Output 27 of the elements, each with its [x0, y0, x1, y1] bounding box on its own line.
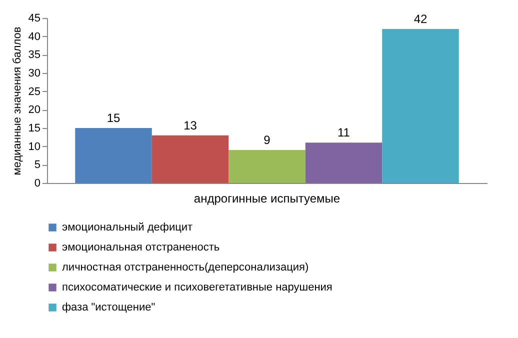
data-label: 15: [106, 111, 121, 125]
y-tick-label: 0: [34, 178, 40, 190]
data-label: 9: [264, 133, 271, 147]
y-tick-label: 25: [28, 86, 40, 98]
y-tick-label: 5: [34, 159, 40, 172]
y-tick-label: 20: [28, 104, 40, 116]
data-label: 13: [184, 118, 198, 132]
legend-label: эмоциональная отстраненость: [62, 242, 220, 254]
bar: [382, 29, 459, 183]
y-tick-label: 10: [28, 140, 40, 153]
legend-label: фаза "истощение": [62, 302, 156, 314]
y-tick-label: 40: [28, 30, 40, 43]
bar: [152, 135, 229, 183]
bar: [305, 142, 382, 183]
legend-label: психосоматические и психовегетативные нарушения: [62, 282, 332, 294]
bar: [75, 128, 152, 183]
legend-label: эмоциональный дефицит: [62, 222, 193, 234]
legend-label: личностная отстраненность(деперсонализация): [62, 262, 309, 274]
bar: [228, 150, 306, 183]
y-tick-label: 30: [28, 68, 40, 80]
data-label: 42: [414, 12, 428, 26]
y-axis-title: медианные значения баллов: [11, 26, 24, 176]
y-tick-label: 45: [28, 12, 40, 24]
y-tick-label: 35: [28, 49, 40, 62]
y-tick-label: 15: [28, 122, 40, 134]
data-label: 11: [338, 126, 350, 140]
x-tick-label: андрогинные испытуемые: [194, 192, 340, 206]
